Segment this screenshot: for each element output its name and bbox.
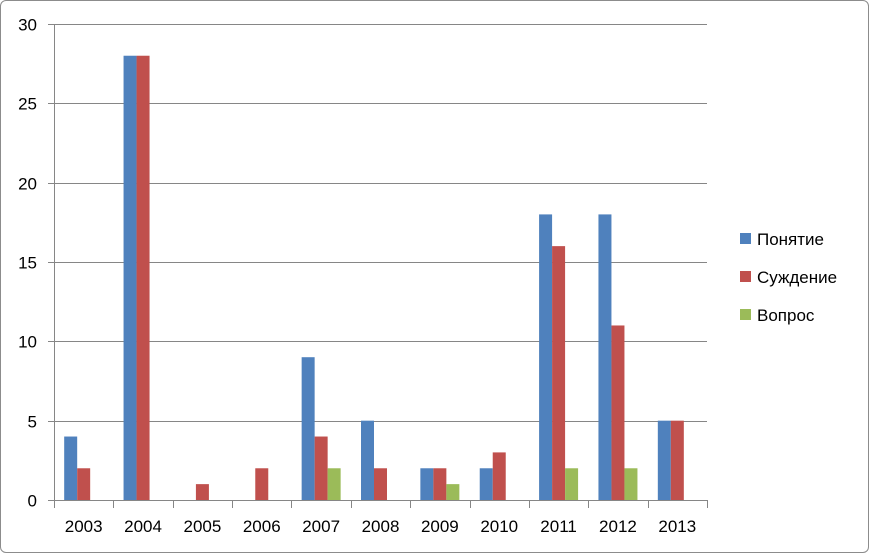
x-tick-label: 2005 (183, 517, 221, 536)
x-tick-label: 2003 (65, 517, 103, 536)
bar-суждение-2013 (670, 420, 684, 500)
legend: Понятие Суждение Вопрос (740, 230, 837, 325)
bar-суждение-2010 (492, 452, 506, 500)
bar-понятие-2008 (361, 420, 374, 500)
bar-суждение-2008 (374, 468, 387, 500)
bar-понятие-2007 (301, 357, 315, 500)
x-tick-label: 2007 (302, 517, 340, 536)
legend-swatch-вопрос (740, 309, 751, 320)
y-tick-label: 10 (18, 333, 37, 352)
bar-понятие-2003 (64, 436, 78, 500)
x-tick-label: 2004 (124, 517, 162, 536)
bar-понятие-2012 (598, 214, 612, 500)
bars (64, 55, 684, 500)
bar-суждение-2006 (255, 468, 269, 500)
bar-суждение-2003 (77, 468, 91, 500)
y-tick-label: 15 (18, 254, 37, 273)
bar-понятие-2013 (657, 420, 671, 500)
bar-понятие-2009 (420, 468, 434, 500)
legend-swatch-понятие (740, 233, 751, 244)
x-tick-label: 2009 (421, 517, 459, 536)
bar-суждение-2004 (136, 55, 150, 500)
y-tick-label: 25 (18, 95, 37, 114)
y-tick-label: 5 (28, 413, 37, 432)
bar-суждение-2012 (611, 325, 625, 500)
x-tick-label: 2012 (599, 517, 637, 536)
bar-понятие-2011 (539, 214, 553, 500)
bar-вопрос-2007 (327, 468, 341, 500)
gridlines (54, 24, 707, 422)
x-tick-label: 2011 (540, 517, 577, 536)
bar-суждение-2007 (314, 436, 328, 500)
x-tick-label: 2010 (480, 517, 518, 536)
y-tick-label: 30 (18, 16, 37, 35)
y-tick-label: 20 (18, 175, 37, 194)
legend-label: Понятие (757, 230, 824, 249)
axes (48, 24, 708, 508)
bar-вопрос-2009 (446, 484, 460, 500)
y-tick-labels: 0 5 10 15 20 25 30 (18, 16, 37, 511)
x-tick-labels: 2003 2004 2005 2006 2007 2008 2009 2010 2011 2012… (65, 517, 696, 536)
x-tick-label: 2006 (243, 517, 281, 536)
legend-label: Вопрос (757, 306, 815, 325)
bar-суждение-2011 (552, 246, 566, 500)
bar-суждение-2009 (433, 468, 447, 500)
bar-вопрос-2011 (565, 468, 579, 500)
legend-swatch-суждение (740, 271, 751, 282)
y-tick-label: 0 (28, 492, 37, 511)
bar-вопрос-2012 (624, 468, 638, 500)
x-tick-label: 2013 (658, 517, 696, 536)
bar-суждение-2005 (195, 484, 209, 500)
x-tick-label: 2008 (362, 517, 400, 536)
bar-понятие-2010 (479, 468, 493, 500)
legend-label: Суждение (757, 268, 837, 287)
bar-понятие-2004 (123, 55, 137, 500)
